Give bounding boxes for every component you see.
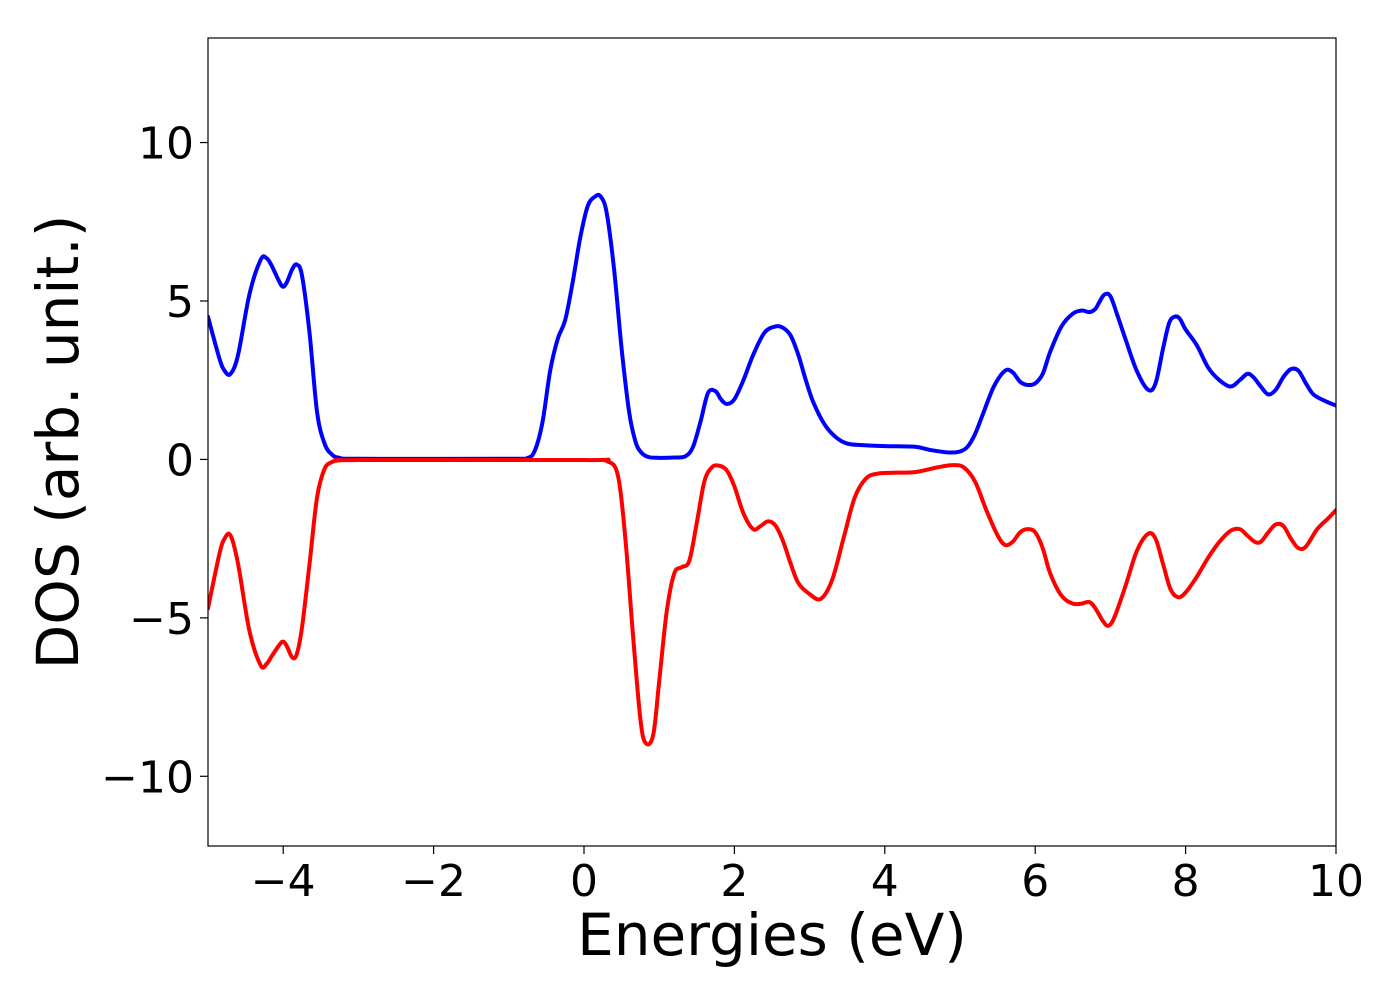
y-tick-label: 10 <box>138 119 194 170</box>
x-tick-label: 4 <box>871 856 899 907</box>
series-line-1 <box>208 192 1336 461</box>
x-tick-label: −2 <box>401 856 466 907</box>
y-tick-label: −10 <box>101 752 194 803</box>
x-tick-label: 6 <box>1021 856 1049 907</box>
x-axis-ticks: −4 −2 0 2 4 6 8 10 <box>251 846 1364 907</box>
x-tick-label: 2 <box>720 856 748 907</box>
x-tick-label: −4 <box>251 856 316 907</box>
y-tick-label: 0 <box>166 435 194 486</box>
x-axis-label: Energies (eV) <box>577 901 967 969</box>
y-axis-ticks: −10 −5 0 5 10 <box>101 119 208 803</box>
plot-frame <box>207 37 1337 847</box>
y-tick-label: −5 <box>129 594 194 645</box>
x-tick-label: 10 <box>1308 856 1364 907</box>
x-tick-label: 0 <box>570 856 598 907</box>
series-layer <box>208 192 1336 747</box>
series-line-2 <box>208 457 1336 747</box>
x-tick-label: 8 <box>1172 856 1200 907</box>
y-tick-label: 5 <box>166 277 194 328</box>
y-axis-label: DOS (arb. unit.) <box>24 215 92 670</box>
